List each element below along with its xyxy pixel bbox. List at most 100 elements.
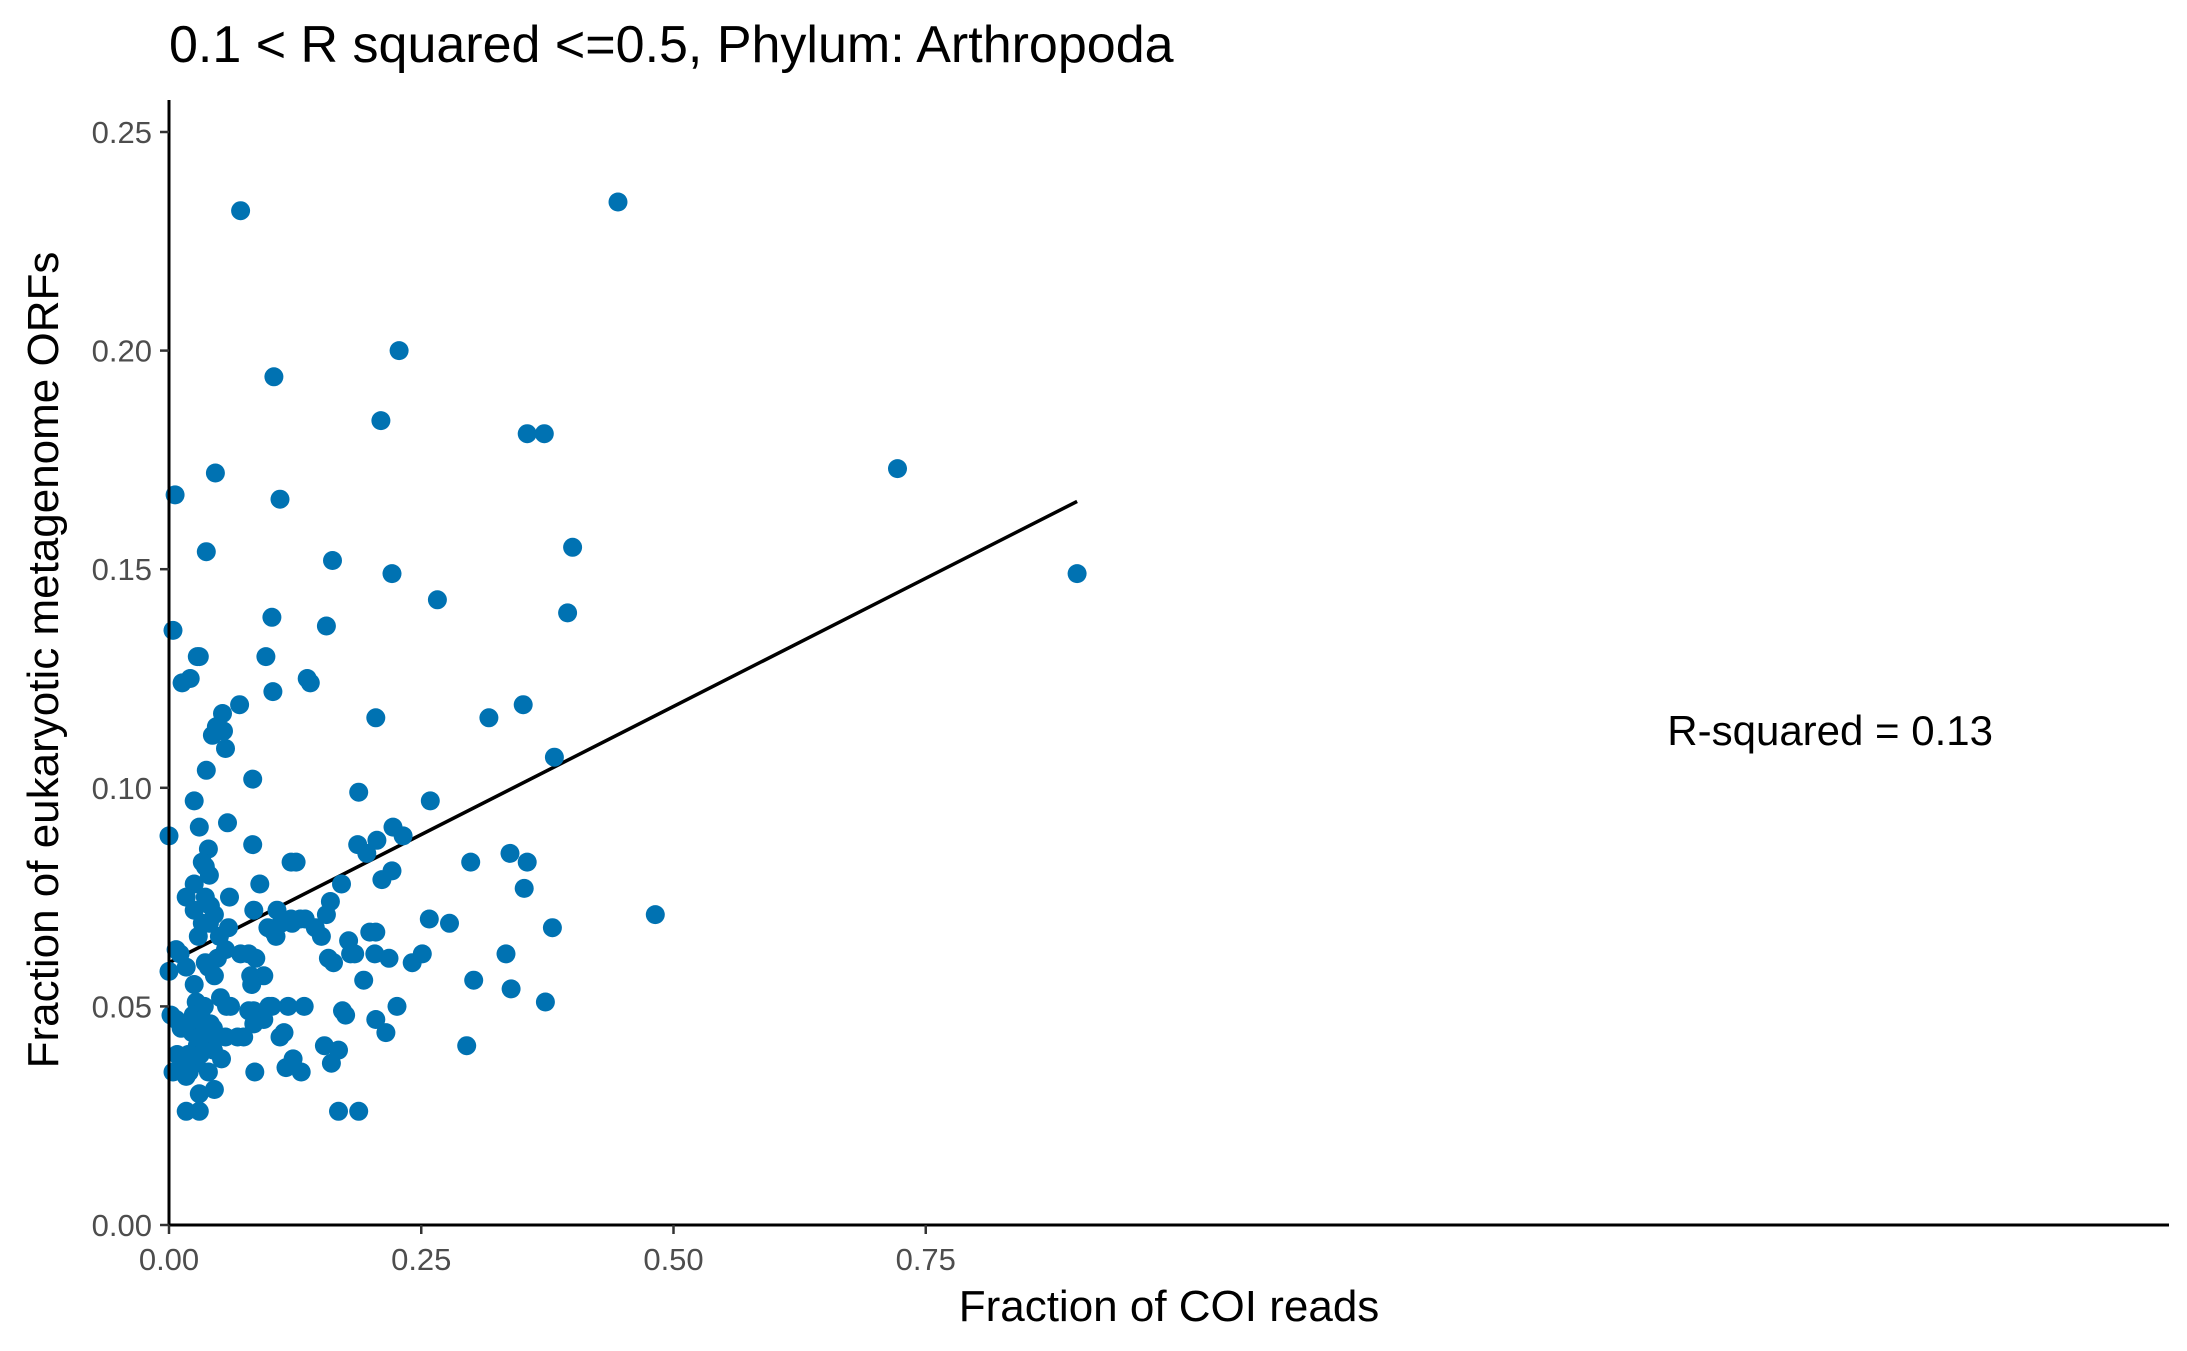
data-point <box>270 489 290 509</box>
y-tick-label: 0.20 <box>92 334 152 369</box>
data-point <box>419 909 439 929</box>
data-point <box>212 1049 231 1069</box>
data-point <box>534 424 554 444</box>
data-point <box>189 647 209 667</box>
data-point <box>544 747 564 767</box>
data-point <box>420 791 440 811</box>
data-point <box>535 992 555 1012</box>
y-tick-label: 0.25 <box>92 115 152 150</box>
data-point <box>220 887 239 907</box>
data-point <box>196 542 216 562</box>
data-point <box>366 1010 386 1029</box>
data-point <box>354 970 374 990</box>
data-point <box>286 852 306 872</box>
regression-line <box>168 499 1078 965</box>
data-point <box>323 551 342 570</box>
data-point <box>228 1027 248 1047</box>
data-point <box>188 926 208 946</box>
x-axis-title: Fraction of COI reads <box>959 1282 1380 1331</box>
data-point <box>250 874 270 894</box>
data-point <box>321 1053 341 1073</box>
data-point <box>542 918 562 938</box>
data-point <box>294 996 314 1016</box>
data-point <box>1067 564 1087 584</box>
data-point <box>172 673 192 693</box>
data-point <box>479 708 499 728</box>
x-tick-label: 0.25 <box>391 1242 451 1277</box>
data-point <box>563 537 583 557</box>
data-point <box>349 782 369 802</box>
data-point <box>336 1005 356 1025</box>
data-point <box>372 870 392 890</box>
data-point <box>263 682 283 702</box>
data-point <box>324 953 343 973</box>
x-axis-ticks: 0.00 0.25 0.50 0.75 <box>139 1225 956 1277</box>
data-point <box>264 367 284 387</box>
data-point <box>367 830 387 850</box>
data-point <box>245 1062 265 1082</box>
data-point <box>427 590 447 610</box>
y-tick-label: 0.15 <box>92 552 152 587</box>
chart-title: 0.1 < R squared <=0.5, Phylum: Arthropod… <box>169 16 1174 74</box>
data-point <box>243 835 263 855</box>
data-point <box>389 341 409 361</box>
data-point <box>282 913 302 933</box>
data-point <box>218 813 237 833</box>
data-point <box>198 1062 218 1082</box>
data-point <box>202 725 222 745</box>
x-tick-label: 0.00 <box>139 1242 199 1277</box>
y-tick-label: 0.05 <box>92 989 152 1024</box>
x-tick-label: 0.75 <box>896 1242 956 1277</box>
data-point <box>205 463 225 483</box>
data-point <box>329 1101 348 1121</box>
data-point <box>184 975 204 994</box>
data-point <box>349 1101 369 1121</box>
data-point <box>501 979 521 999</box>
data-point <box>216 739 235 758</box>
data-point <box>514 878 534 898</box>
data-point <box>291 1062 311 1082</box>
data-point <box>366 708 386 728</box>
data-point <box>176 1101 196 1121</box>
data-point <box>243 769 263 789</box>
data-point <box>262 607 282 627</box>
data-point <box>270 1027 290 1047</box>
data-point <box>357 843 377 863</box>
data-point <box>176 1066 196 1086</box>
data-point <box>371 411 391 431</box>
data-point <box>517 424 537 444</box>
data-point <box>189 817 209 837</box>
data-point <box>393 826 413 846</box>
data-point <box>500 843 520 863</box>
data-point <box>387 996 407 1016</box>
data-point <box>888 459 907 479</box>
data-point <box>558 603 578 623</box>
r-squared-annotation: R-squared = 0.13 <box>1667 707 1993 754</box>
data-point <box>379 948 399 968</box>
data-point <box>176 957 196 977</box>
data-point <box>244 1014 264 1034</box>
data-point <box>196 760 216 780</box>
data-point <box>402 953 422 973</box>
data-point <box>204 966 224 986</box>
data-point <box>184 791 204 811</box>
data-point <box>311 926 331 946</box>
data-point <box>189 1101 209 1121</box>
data-point <box>199 913 219 933</box>
x-tick-label: 0.50 <box>643 1242 703 1277</box>
data-point <box>300 673 320 693</box>
y-axis-ticks: 0.00 0.05 0.10 0.15 0.20 0.25 <box>92 115 169 1243</box>
regression-line-layer <box>168 499 1078 965</box>
data-point <box>242 975 262 994</box>
data-point <box>276 1058 296 1078</box>
data-point <box>256 647 276 667</box>
data-point <box>266 926 286 946</box>
data-point <box>645 905 665 925</box>
data-point <box>360 922 380 942</box>
data-point <box>345 944 365 964</box>
y-tick-label: 0.00 <box>92 1208 152 1243</box>
data-point <box>376 1023 396 1043</box>
data-point <box>230 695 250 715</box>
y-axis-title: Fraction of eukaryotic metagenome ORFs <box>19 252 68 1069</box>
data-point <box>244 900 264 920</box>
